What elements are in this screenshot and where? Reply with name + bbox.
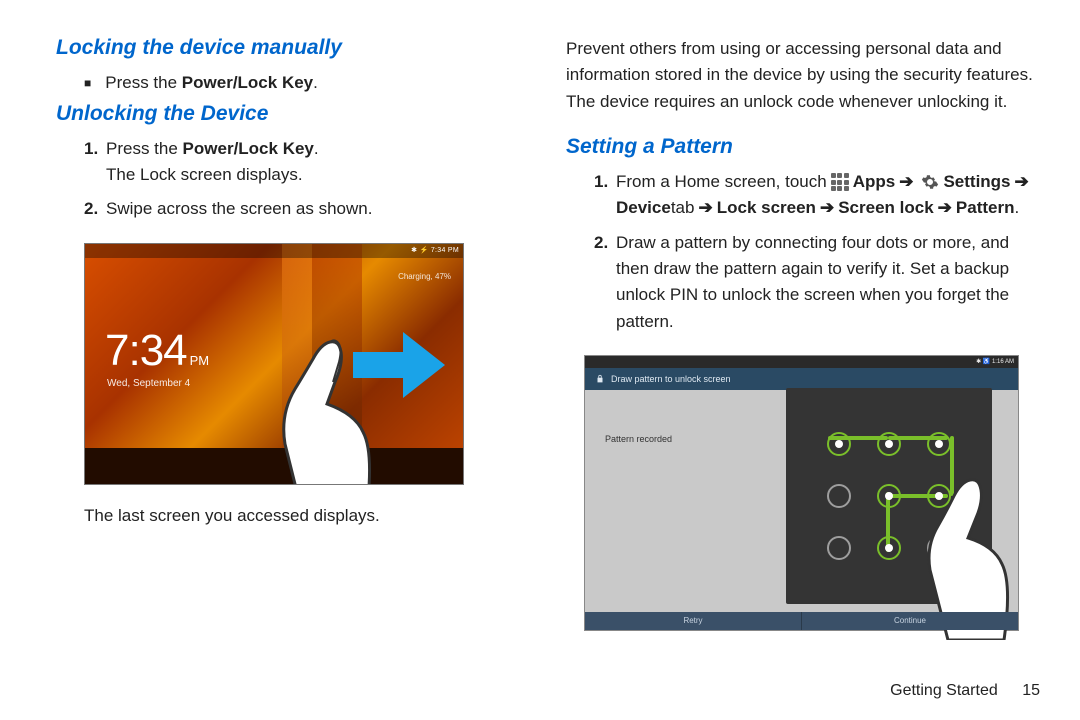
status-bar: ✱ ♿ 1:16 AM bbox=[585, 356, 1018, 368]
pattern-recorded-label: Pattern recorded bbox=[605, 434, 672, 444]
list-item: 2. Swipe across the screen as shown. bbox=[84, 196, 530, 222]
heading-locking: Locking the device manually bbox=[56, 36, 530, 60]
charging-label: Charging, 47% bbox=[398, 272, 451, 281]
header-label: Draw pattern to unlock screen bbox=[611, 374, 731, 384]
list-item: 1. Press the Power/Lock Key. The Lock sc… bbox=[84, 136, 530, 189]
pattern-dot bbox=[827, 536, 851, 560]
text-bold: Device bbox=[616, 195, 671, 221]
continue-button[interactable]: Continue bbox=[802, 612, 1018, 630]
text: Press the bbox=[106, 139, 183, 158]
pattern-dot bbox=[827, 432, 851, 456]
text-bold: Pattern bbox=[956, 195, 1015, 221]
gear-icon bbox=[920, 172, 940, 192]
ampm: PM bbox=[190, 353, 210, 368]
text: . bbox=[313, 73, 318, 92]
swipe-arrow-icon bbox=[353, 332, 445, 398]
text-after-figure: The last screen you accessed displays. bbox=[56, 503, 530, 529]
pattern-header: Draw pattern to unlock screen bbox=[585, 368, 1018, 390]
footer-section: Getting Started bbox=[890, 682, 998, 699]
arrow-icon: ➔ bbox=[938, 195, 952, 221]
text: tab bbox=[671, 195, 695, 221]
arrow-icon: ➔ bbox=[1015, 169, 1029, 195]
left-column: Locking the device manually ■ Press the … bbox=[56, 36, 530, 700]
heading-unlocking: Unlocking the Device bbox=[56, 102, 530, 126]
text-bold: Lock screen bbox=[717, 195, 816, 221]
list-item: 2. Draw a pattern by connecting four dot… bbox=[594, 230, 1040, 335]
figure-pattern: ✱ ♿ 1:16 AM Draw pattern to unlock scree… bbox=[584, 355, 1040, 631]
time-value: 7:34 bbox=[105, 326, 187, 375]
right-column: Prevent others from using or accessing p… bbox=[566, 36, 1040, 700]
text: Press the bbox=[105, 73, 182, 92]
bullet-press-lock: ■ Press the Power/Lock Key. bbox=[56, 70, 530, 96]
bullet-square-icon: ■ bbox=[84, 74, 91, 96]
page-number: 15 bbox=[1022, 682, 1040, 699]
text: The Lock screen displays. bbox=[106, 165, 303, 184]
arrow-icon: ➔ bbox=[899, 169, 913, 195]
intro-paragraph: Prevent others from using or accessing p… bbox=[566, 36, 1040, 115]
pattern-footer: Retry Continue bbox=[585, 612, 1018, 630]
text-bold: Power/Lock Key bbox=[182, 73, 313, 92]
text-bold: Apps bbox=[853, 169, 896, 195]
text: Swipe across the screen as shown. bbox=[106, 199, 372, 218]
text-bold: Power/Lock Key bbox=[183, 139, 314, 158]
pattern-dot bbox=[827, 484, 851, 508]
lockscreen-time: 7:34PM bbox=[105, 326, 209, 376]
lockscreen-date: Wed, September 4 bbox=[107, 378, 190, 389]
text-bold: Settings bbox=[943, 169, 1010, 195]
apps-grid-icon bbox=[830, 172, 850, 192]
page-footer: Getting Started 15 bbox=[566, 666, 1040, 700]
text: . bbox=[314, 139, 319, 158]
figure-lockscreen: ✱ ⚡ 7:34 PM Charging, 47% 7:34PM Wed, Se… bbox=[84, 243, 530, 485]
text: From a Home screen, touch bbox=[616, 169, 827, 195]
list-item: 1. From a Home screen, touch Apps ➔ Sett… bbox=[594, 169, 1040, 222]
lock-icon bbox=[595, 374, 605, 384]
text-bold: Screen lock bbox=[838, 195, 933, 221]
text: Draw a pattern by connecting four dots o… bbox=[616, 233, 1009, 331]
arrow-icon: ➔ bbox=[820, 195, 834, 221]
status-bar: ✱ ⚡ 7:34 PM bbox=[85, 244, 463, 258]
retry-button[interactable]: Retry bbox=[585, 612, 801, 630]
heading-setting-pattern: Setting a Pattern bbox=[566, 135, 1040, 159]
arrow-icon: ➔ bbox=[698, 195, 712, 221]
